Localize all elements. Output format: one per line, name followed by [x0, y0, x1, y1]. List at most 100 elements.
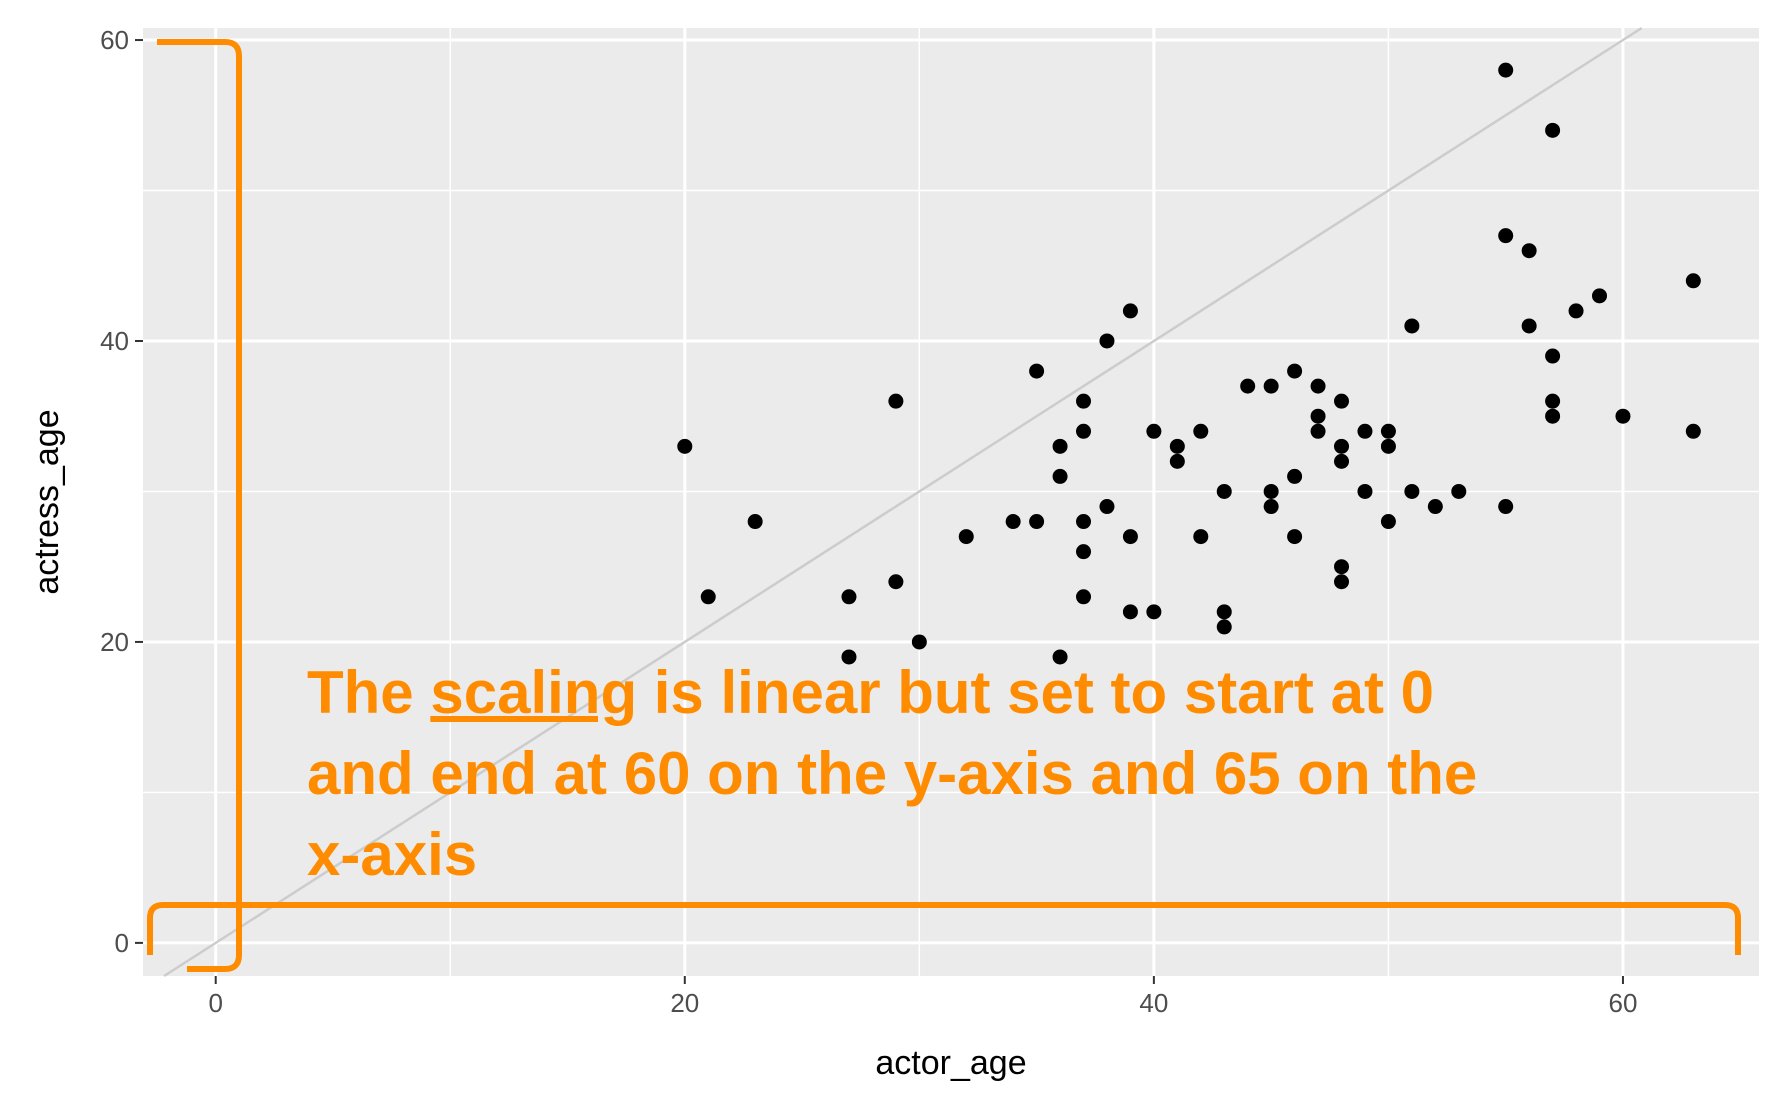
data-point	[1193, 529, 1209, 545]
data-point	[747, 514, 763, 530]
x-tick-label: 40	[1139, 988, 1168, 1018]
annotation-line: The scaling is linear but set to start a…	[307, 659, 1434, 726]
data-point	[1193, 423, 1209, 439]
data-point	[1380, 423, 1396, 439]
data-point	[1592, 288, 1608, 304]
y-tick-label: 40	[100, 326, 129, 356]
annotation-line: and end at 60 on the y-axis and 65 on th…	[307, 740, 1477, 807]
x-range-bracket	[147, 902, 1741, 955]
data-point	[958, 529, 974, 545]
data-point	[1498, 228, 1514, 244]
data-point	[1521, 318, 1537, 334]
y-tick-label: 20	[100, 627, 129, 657]
data-point	[888, 574, 904, 590]
data-point	[1427, 499, 1443, 515]
data-point	[1685, 423, 1701, 439]
data-point	[1099, 333, 1115, 349]
data-point	[1076, 544, 1092, 560]
x-tick-label: 20	[670, 988, 699, 1018]
data-point	[1169, 438, 1185, 454]
data-point	[1146, 604, 1162, 620]
y-axis-title: actress_age	[28, 409, 66, 594]
data-point	[1615, 408, 1631, 424]
data-point	[1052, 438, 1068, 454]
data-point	[1334, 574, 1350, 590]
data-point	[1357, 483, 1373, 499]
data-points	[677, 62, 1701, 665]
minor-gridlines	[143, 28, 1759, 976]
data-point	[1287, 529, 1303, 545]
data-point	[1334, 453, 1350, 469]
annotation-text: is linear but set to start at 0	[637, 659, 1434, 726]
data-point	[1216, 483, 1232, 499]
data-point	[1076, 514, 1092, 530]
data-point	[1334, 438, 1350, 454]
data-point	[1310, 408, 1326, 424]
x-tick-label: 60	[1609, 988, 1638, 1018]
data-point	[1240, 378, 1256, 394]
data-point	[1568, 303, 1584, 319]
data-point	[1545, 393, 1561, 409]
data-point	[1099, 499, 1115, 515]
x-axis-tick-labels: 0 20 40 60	[208, 988, 1637, 1018]
identity-reference-line	[163, 26, 1643, 978]
data-point	[1122, 529, 1138, 545]
data-point	[1216, 604, 1232, 620]
data-point	[1263, 499, 1279, 515]
data-point	[1310, 423, 1326, 439]
data-point	[1146, 423, 1162, 439]
data-point	[1169, 453, 1185, 469]
y-range-bracket	[157, 39, 242, 972]
data-point	[1404, 483, 1420, 499]
data-point	[1076, 589, 1092, 605]
data-point	[1052, 649, 1068, 665]
data-point	[1498, 62, 1514, 78]
data-point	[1545, 408, 1561, 424]
data-point	[1052, 468, 1068, 484]
annotation-text: The	[307, 659, 430, 726]
data-point	[1005, 514, 1021, 530]
data-point	[1521, 243, 1537, 259]
data-point	[1685, 273, 1701, 289]
data-point	[1122, 303, 1138, 319]
data-point	[1263, 378, 1279, 394]
data-point	[1545, 348, 1561, 364]
data-point	[1310, 378, 1326, 394]
annotation-text: and end at 60 on the y-axis and 65 on th…	[307, 740, 1477, 807]
scaling-annotation: The scaling is linear but set to start a…	[307, 659, 1477, 888]
data-point	[1380, 514, 1396, 530]
major-gridlines	[143, 28, 1759, 976]
data-point	[1076, 423, 1092, 439]
data-point	[1029, 363, 1045, 379]
data-point	[1404, 318, 1420, 334]
data-point	[1287, 468, 1303, 484]
data-point	[841, 589, 857, 605]
data-point	[1451, 483, 1467, 499]
data-point	[1122, 604, 1138, 620]
axis-ticks	[135, 39, 1624, 984]
data-point	[1076, 393, 1092, 409]
data-point	[1334, 559, 1350, 575]
data-point	[1263, 483, 1279, 499]
data-point	[1029, 514, 1045, 530]
data-point	[1380, 438, 1396, 454]
data-point	[911, 634, 927, 650]
data-point	[1498, 499, 1514, 515]
annotation-line: x-axis	[307, 821, 477, 888]
y-axis-tick-labels: 0 20 40 60	[100, 25, 129, 958]
data-point	[1545, 122, 1561, 138]
data-point	[1334, 393, 1350, 409]
x-tick-label: 0	[208, 988, 222, 1018]
data-point	[888, 393, 904, 409]
data-point	[700, 589, 716, 605]
y-tick-label: 60	[100, 25, 129, 55]
annotation-underlined-word: scaling	[430, 659, 637, 726]
data-point	[1357, 423, 1373, 439]
x-axis-title: actor_age	[875, 1044, 1026, 1082]
annotation-text: x-axis	[307, 821, 477, 888]
data-point	[1216, 619, 1232, 635]
data-point	[677, 438, 693, 454]
data-point	[841, 649, 857, 665]
data-point	[1287, 363, 1303, 379]
